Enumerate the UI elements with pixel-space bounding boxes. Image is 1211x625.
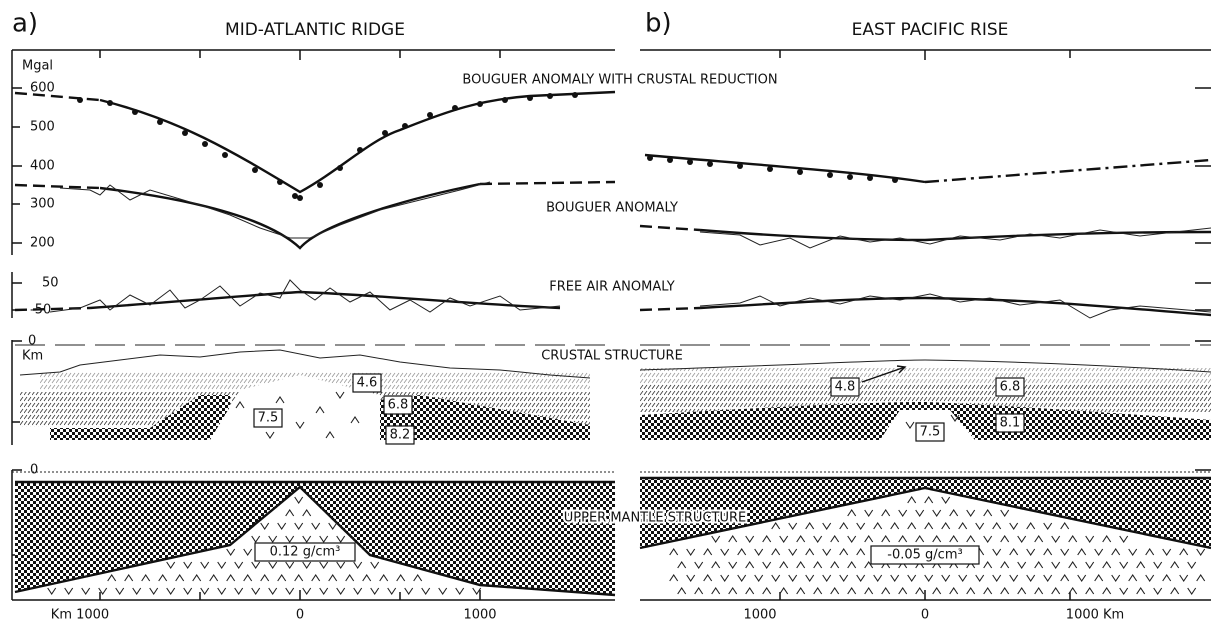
gravity-point bbox=[572, 92, 578, 98]
y-tick-label: 200 bbox=[30, 236, 55, 251]
gravity-point bbox=[687, 159, 693, 165]
velocity-label: 6.8 bbox=[388, 398, 409, 413]
gravity-point bbox=[847, 174, 853, 180]
velocity-label: 4.8 bbox=[835, 380, 856, 395]
gravity-point bbox=[477, 101, 483, 107]
velocity-label: 8.1 bbox=[1000, 416, 1021, 431]
x-tick-label: 1000 bbox=[743, 608, 776, 623]
gravity-point bbox=[297, 195, 303, 201]
gravity-point bbox=[797, 169, 803, 175]
x-tick-label: 1000 bbox=[463, 608, 496, 623]
gravity-point bbox=[337, 165, 343, 171]
x-tick-label: 1000 Km bbox=[1066, 608, 1124, 623]
x-tick-label: 0 bbox=[296, 608, 304, 623]
y-tick-label: 0 bbox=[28, 334, 36, 349]
gravity-point bbox=[502, 97, 508, 103]
profile-label: FREE AIR ANOMALY bbox=[549, 280, 674, 295]
profile-label: CRUSTAL STRUCTURE bbox=[541, 349, 683, 364]
mantle-structure bbox=[12, 472, 1211, 595]
gravity-point bbox=[157, 119, 163, 125]
y-tick-label: 500 bbox=[30, 120, 55, 135]
panel-title: MID-ATLANTIC RIDGE bbox=[225, 20, 405, 40]
y-tick-label: 300 bbox=[30, 197, 55, 212]
gravity-point bbox=[707, 161, 713, 167]
gravity-point bbox=[667, 157, 673, 163]
y-tick-label: 50 bbox=[42, 276, 59, 291]
gravity-point bbox=[892, 177, 898, 183]
gravity-point bbox=[647, 155, 653, 161]
gravity-point bbox=[382, 130, 388, 136]
gravity-point bbox=[317, 182, 323, 188]
figure: a) MID-ATLANTIC RIDGE b) EAST PACIFIC RI… bbox=[0, 0, 1211, 625]
gravity-point bbox=[767, 166, 773, 172]
gravity-point bbox=[77, 97, 83, 103]
gravity-point bbox=[867, 175, 873, 181]
gravity-point bbox=[547, 93, 553, 99]
gravity-point bbox=[357, 147, 363, 153]
velocity-label: 8.2 bbox=[390, 428, 411, 443]
gravity-point bbox=[107, 100, 113, 106]
y-tick-label: 600 bbox=[30, 81, 55, 96]
axis-unit: Km bbox=[22, 349, 43, 364]
y-tick-label: 400 bbox=[30, 159, 55, 174]
velocity-label: 7.5 bbox=[258, 411, 279, 426]
gravity-point bbox=[222, 152, 228, 158]
gravity-point bbox=[132, 109, 138, 115]
panel-label: b) bbox=[645, 9, 672, 39]
panel-label: a) bbox=[12, 9, 38, 39]
x-tick-label: Km 1000 bbox=[51, 608, 109, 623]
profile-label: BOUGUER ANOMALY WITH CRUSTAL REDUCTION bbox=[462, 73, 777, 88]
velocity-label: 0.12 g/cm³ bbox=[270, 545, 341, 560]
gravity-point bbox=[737, 163, 743, 169]
gravity-point bbox=[452, 105, 458, 111]
velocity-label: 7.5 bbox=[920, 425, 941, 440]
axis-unit: Mgal bbox=[22, 59, 53, 74]
profile-label: UPPER MANTLE STRUCTURE bbox=[564, 511, 746, 526]
gravity-point bbox=[402, 123, 408, 129]
velocity-label: 6.8 bbox=[1000, 380, 1021, 395]
gravity-point bbox=[252, 167, 258, 173]
gravity-point bbox=[202, 141, 208, 147]
gravity-point bbox=[277, 179, 283, 185]
panel-title: EAST PACIFIC RISE bbox=[852, 20, 1009, 40]
x-tick-label: 0 bbox=[921, 608, 929, 623]
y-tick-label: 0 bbox=[30, 463, 38, 478]
gravity-point bbox=[827, 172, 833, 178]
gravity-point bbox=[427, 112, 433, 118]
gravity-point bbox=[527, 95, 533, 101]
profile-label: BOUGUER ANOMALY bbox=[546, 201, 678, 216]
gravity-point bbox=[182, 130, 188, 136]
velocity-label: 4.6 bbox=[357, 376, 378, 391]
velocity-label: -0.05 g/cm³ bbox=[887, 548, 962, 563]
